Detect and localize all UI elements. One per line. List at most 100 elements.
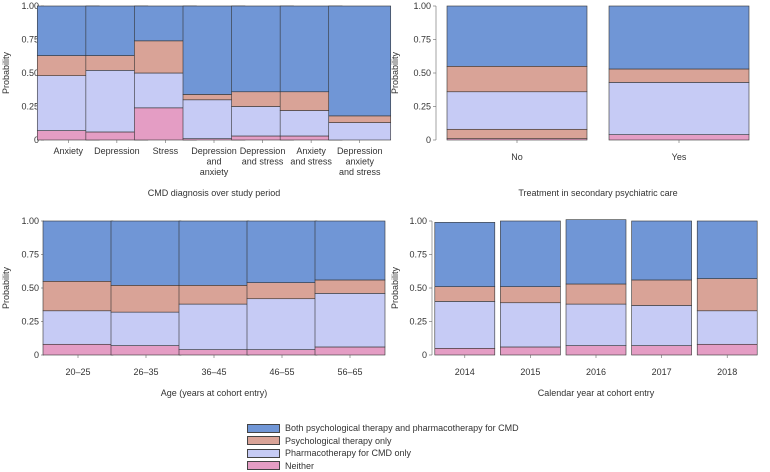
y-tick-label: 0.75 bbox=[409, 250, 427, 260]
x-tick-label: 20–25 bbox=[65, 367, 90, 377]
x-tick-label: 26–35 bbox=[133, 367, 158, 377]
x-tick-label-line: No bbox=[511, 152, 523, 162]
x-tick-label: Yes bbox=[672, 152, 687, 162]
x-tick-label: 2014 bbox=[455, 367, 475, 377]
legend: Both psychological therapy and pharmacot… bbox=[247, 422, 519, 472]
y-tick-label: 0.25 bbox=[413, 102, 431, 112]
x-tick-label-line: 56–65 bbox=[337, 367, 362, 377]
bar-segment-psych bbox=[447, 66, 587, 91]
x-tick-label-line: and stress bbox=[242, 157, 284, 167]
bar-segment-pharma bbox=[247, 299, 317, 350]
legend-item-neither: Neither bbox=[247, 460, 519, 472]
bar-segment-psych bbox=[43, 281, 113, 310]
y-tick-label: 0 bbox=[426, 135, 431, 145]
bar-segment-both bbox=[697, 221, 757, 279]
bar-segment-pharma bbox=[43, 311, 113, 345]
x-tick-label-line: anxiety bbox=[200, 167, 229, 177]
bar-segment-neither bbox=[609, 135, 749, 140]
bar-segment-both bbox=[43, 221, 113, 281]
legend-label-both: Both psychological therapy and pharmacot… bbox=[285, 423, 519, 433]
x-tick-label: 2017 bbox=[652, 367, 672, 377]
legend-swatch-psych bbox=[247, 436, 280, 445]
y-axis-label: Probability bbox=[1, 51, 11, 94]
x-tick-label-line: Yes bbox=[672, 152, 687, 162]
bar-segment-psych bbox=[329, 116, 391, 123]
x-tick-label-line: Depression bbox=[191, 146, 237, 156]
bar-segment-pharma bbox=[447, 92, 587, 130]
x-axis-label: Age (years at cohort entry) bbox=[161, 388, 268, 398]
bar-segment-psych bbox=[447, 129, 587, 138]
x-tick-label: 46–55 bbox=[269, 367, 294, 377]
bar-segment-pharma bbox=[315, 293, 385, 347]
bar-segment-neither bbox=[247, 350, 317, 355]
legend-label-psych: Psychological therapy only bbox=[285, 436, 392, 446]
bar-segment-pharma bbox=[566, 304, 626, 346]
y-tick-label: 0.75 bbox=[413, 35, 431, 45]
x-tick-label-line: Depression bbox=[240, 146, 286, 156]
bar-segment-pharma bbox=[500, 303, 560, 347]
bar-segment-psych bbox=[111, 285, 181, 312]
legend-swatch-both bbox=[247, 424, 280, 433]
x-tick-label: Depression bbox=[94, 146, 140, 156]
bar-segment-both bbox=[435, 222, 495, 286]
legend-swatch-neither bbox=[247, 461, 280, 470]
bar-segment-neither bbox=[632, 346, 692, 355]
x-tick-label: Stress bbox=[153, 146, 179, 156]
x-tick-label-line: and stress bbox=[339, 167, 381, 177]
bar-segment-neither bbox=[566, 346, 626, 355]
bar-segment-both bbox=[315, 221, 385, 280]
x-tick-label: 56–65 bbox=[337, 367, 362, 377]
bar-segment-psych bbox=[566, 284, 626, 304]
bar-segment-pharma bbox=[435, 301, 495, 348]
y-axis-label: Probability bbox=[390, 51, 400, 94]
y-tick-label: 1.00 bbox=[409, 216, 427, 226]
y-tick-label: 0 bbox=[34, 350, 39, 360]
x-tick-label-line: anxiety bbox=[345, 157, 374, 167]
bar-segment-neither bbox=[43, 344, 113, 355]
x-tick-label: 2016 bbox=[586, 367, 606, 377]
bar-segment-neither bbox=[697, 344, 757, 355]
x-tick-label-line: 46–55 bbox=[269, 367, 294, 377]
bar-segment-neither bbox=[179, 350, 249, 355]
bar-segment-both bbox=[500, 221, 560, 287]
y-tick-label: 0.75 bbox=[21, 250, 39, 260]
bar-segment-both bbox=[609, 6, 749, 69]
x-tick-label-line: 2014 bbox=[455, 367, 475, 377]
y-tick-label: 0.50 bbox=[409, 283, 427, 293]
x-tick-label: 2015 bbox=[520, 367, 540, 377]
x-tick-label-line: 36–45 bbox=[201, 367, 226, 377]
bar-segment-neither bbox=[111, 346, 181, 355]
x-tick-label-line: and stress bbox=[290, 157, 332, 167]
x-tick-label-line: 2018 bbox=[717, 367, 737, 377]
bar-segment-pharma bbox=[609, 82, 749, 134]
bar-segment-both bbox=[179, 221, 249, 285]
y-tick-label: 1.00 bbox=[413, 1, 431, 11]
y-tick-label: 0.50 bbox=[413, 68, 431, 78]
bar-segment-both bbox=[329, 6, 391, 116]
x-tick-label-line: Anxiety bbox=[296, 146, 326, 156]
x-tick-label-line: Stress bbox=[153, 146, 179, 156]
legend-label-neither: Neither bbox=[285, 461, 314, 471]
legend-swatch-pharma bbox=[247, 449, 280, 458]
bar-segment-psych bbox=[179, 285, 249, 304]
x-axis-label: Treatment in secondary psychiatric care bbox=[518, 188, 677, 198]
x-tick-label-line: Anxiety bbox=[54, 146, 84, 156]
x-tick-label-line: 2017 bbox=[652, 367, 672, 377]
bar-segment-psych bbox=[315, 280, 385, 293]
y-tick-label: 0.75 bbox=[21, 35, 39, 45]
y-tick-label: 0 bbox=[422, 350, 427, 360]
y-tick-label: 0.25 bbox=[21, 317, 39, 327]
y-tick-label: 1.00 bbox=[21, 216, 39, 226]
bar-segment-psych bbox=[609, 69, 749, 82]
y-tick-label: 0.50 bbox=[21, 68, 39, 78]
x-tick-label: No bbox=[511, 152, 523, 162]
y-axis-label: Probability bbox=[1, 266, 11, 309]
bar-segment-psych bbox=[500, 287, 560, 303]
bar-segment-both bbox=[447, 6, 587, 66]
chart-secondary: 0 0.25 0.50 0.75 1.00 Probability No Yes Treatme… bbox=[390, 1, 749, 198]
bar-segment-neither bbox=[500, 347, 560, 355]
